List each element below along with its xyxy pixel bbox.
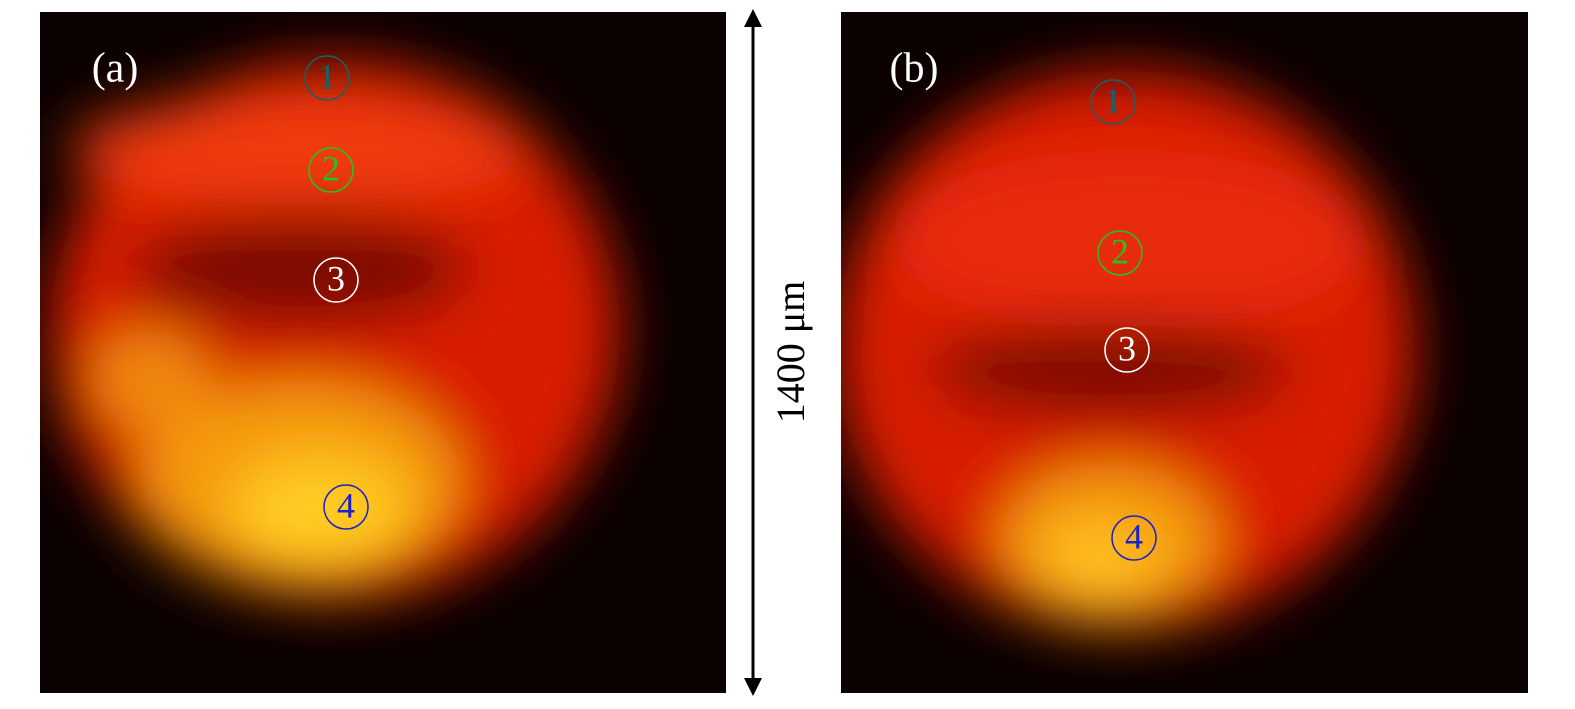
marker-circle [304,55,350,101]
marker-circle [313,257,359,303]
panel-label: (b) [890,46,939,92]
panel-label: (a) [92,46,139,92]
marker-label: 3 [1118,328,1136,368]
image-b [841,12,1528,693]
marker-circle [1090,79,1136,125]
marker-label: 1 [318,56,336,96]
marker-label: 4 [337,485,355,525]
marker-label: 1 [1104,80,1122,120]
marker-label: 3 [327,258,345,298]
marker-circle [323,484,369,530]
marker-circle [1097,230,1143,276]
marker-circle [1104,327,1150,373]
marker-label: 2 [1111,231,1129,271]
marker-label: 4 [1125,516,1143,556]
marker-circle [308,147,354,193]
image-a [40,12,726,693]
marker-circle [1111,515,1157,561]
marker-label: 2 [322,148,340,188]
scale-label: 1400 μm [768,281,813,424]
